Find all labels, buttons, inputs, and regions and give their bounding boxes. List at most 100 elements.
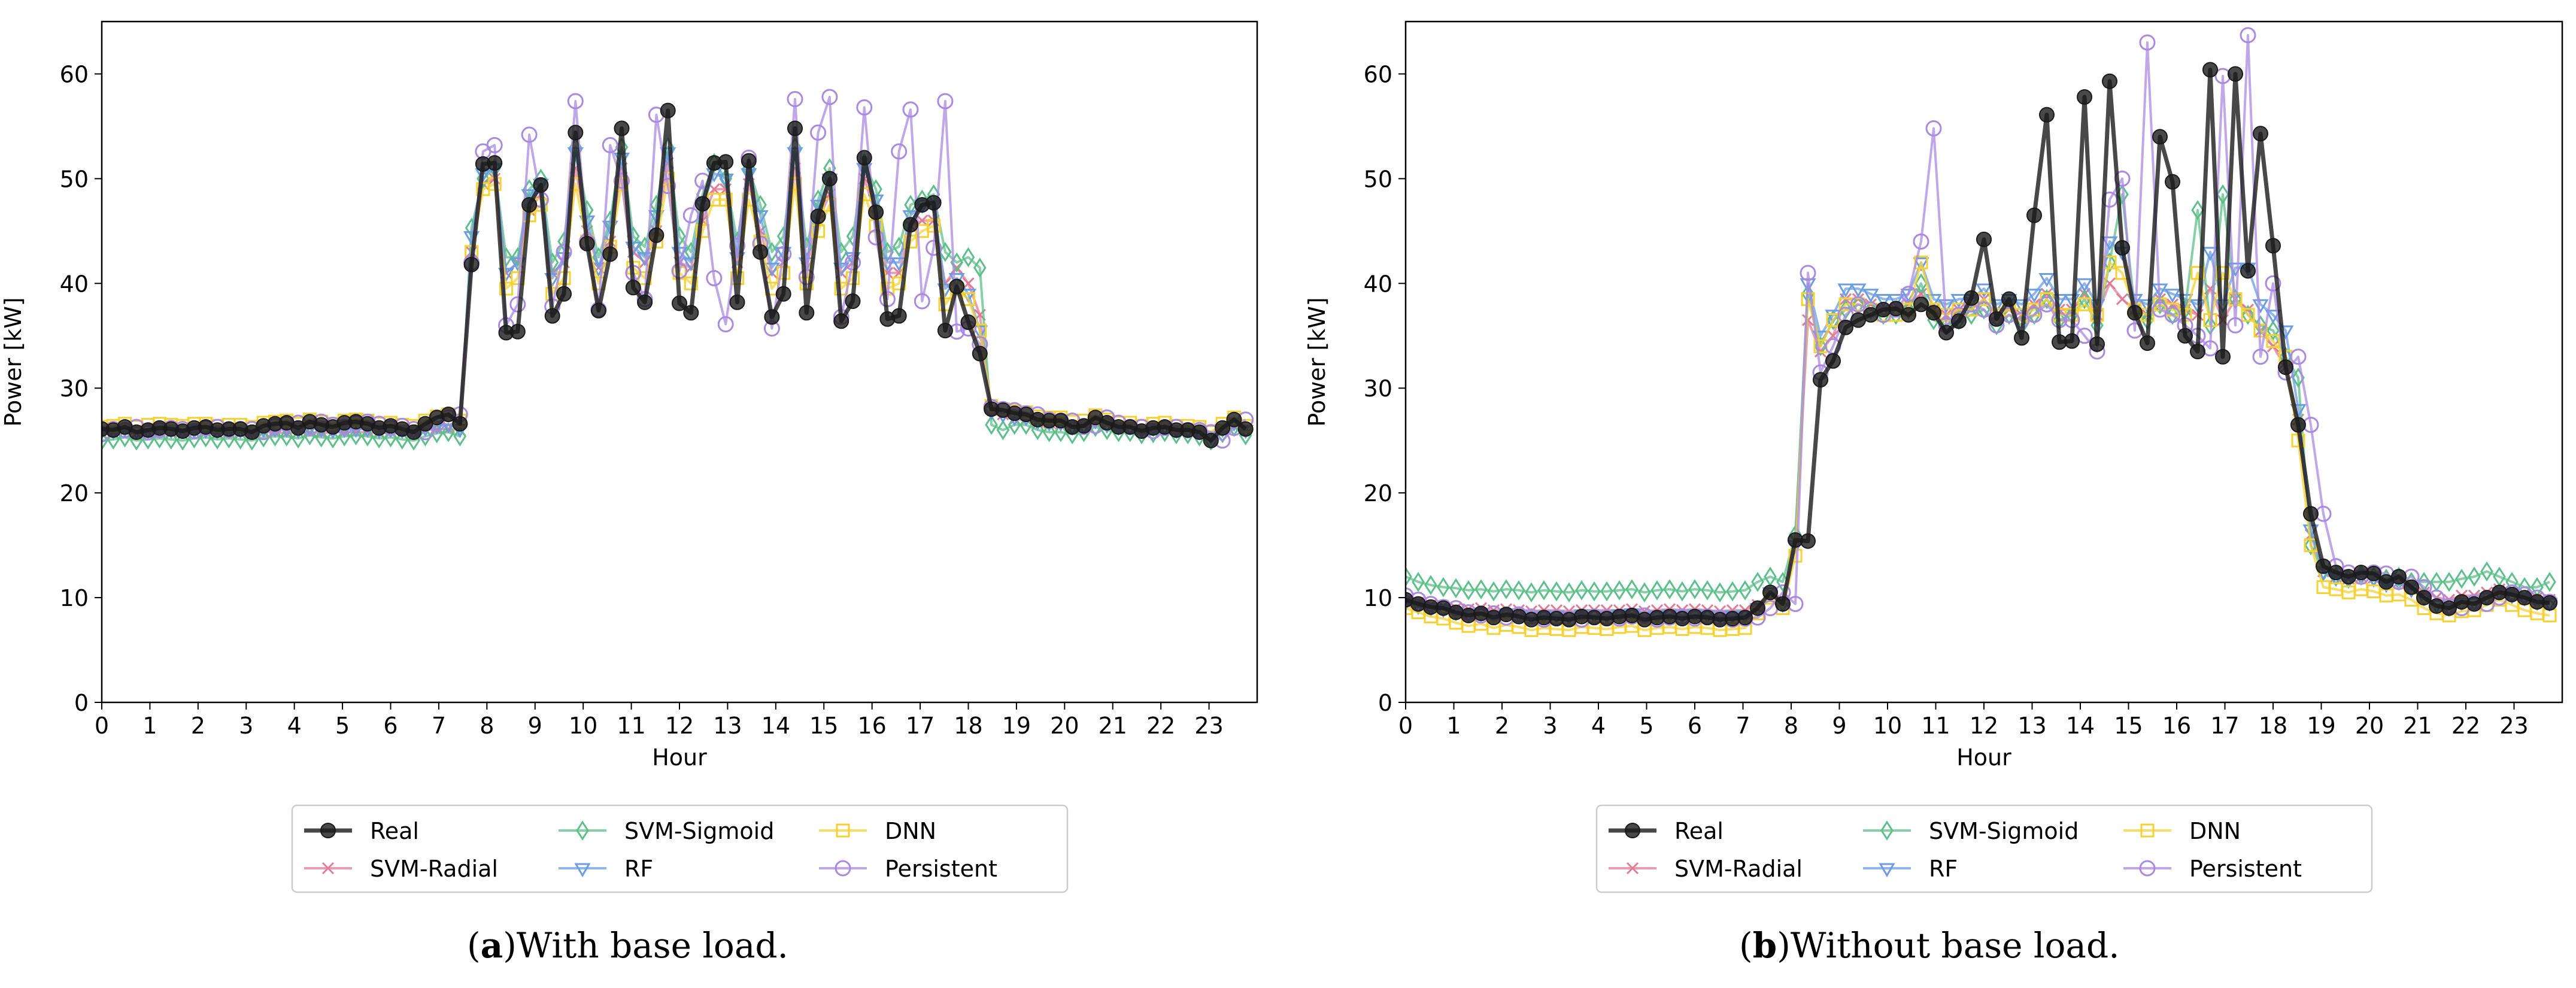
data-point-svm-sigmoid: [372, 428, 386, 448]
data-point-rf: [2076, 278, 2093, 293]
data-point-real: [533, 177, 549, 193]
data-point-dnn: [2216, 266, 2230, 280]
data-point-svm-sigmoid: [361, 426, 374, 447]
data-point-real: [1215, 420, 1231, 436]
data-point-svm-sigmoid: [292, 428, 305, 448]
data-point-svm-sigmoid: [2455, 568, 2468, 589]
plot-frame: [1404, 20, 2563, 704]
data-point-persistent: [902, 101, 919, 118]
data-point-real: [2253, 126, 2268, 142]
data-point-persistent: [891, 143, 908, 160]
data-point-real: [2177, 328, 2193, 344]
data-point-rf: [1875, 294, 1892, 308]
x-tick-label: 2: [191, 713, 205, 739]
legend-marker-persistent: [2139, 860, 2156, 877]
data-point-real: [1888, 301, 1904, 317]
x-tick-label: 18: [2259, 713, 2287, 739]
x-tick-label: 10: [1873, 713, 1902, 739]
data-point-real: [2202, 62, 2218, 78]
y-tick-label: 0: [1378, 690, 1392, 716]
data-point-persistent: [2227, 317, 2244, 334]
caption-a: (a)With base load.: [467, 925, 788, 966]
data-point-real: [903, 217, 918, 233]
y-axis-label: Power [kW]: [0, 297, 26, 426]
data-point-real: [1237, 421, 1254, 437]
data-point-svm-sigmoid: [2040, 289, 2053, 310]
data-point-real: [2429, 598, 2444, 614]
legend-label-real: Real: [1674, 818, 1724, 844]
data-point-persistent: [845, 254, 861, 271]
data-point-real: [452, 416, 468, 432]
data-point-svm-sigmoid: [303, 425, 317, 445]
series-persistent: [1406, 27, 2558, 628]
data-point-svm-sigmoid: [2443, 572, 2456, 592]
data-point-real: [2089, 336, 2105, 352]
data-point-svm-sigmoid: [939, 242, 952, 262]
data-point-svm-sigmoid: [102, 430, 108, 451]
data-point-svm-sigmoid: [1600, 581, 1613, 602]
data-point-real: [1926, 305, 1941, 321]
data-point-svm-sigmoid: [961, 247, 975, 268]
data-point-svm-sigmoid: [2216, 184, 2229, 205]
data-point-svm-sigmoid: [1701, 580, 1714, 601]
data-point-real: [463, 256, 480, 272]
x-tick-label: 19: [2307, 713, 2335, 739]
data-point-persistent: [2139, 34, 2156, 51]
legend-marker-rf: [1879, 863, 1895, 877]
x-tick-label: 1: [142, 713, 157, 739]
x-tick-label: 10: [569, 713, 597, 739]
data-point-real: [753, 244, 769, 260]
series-line-svm-radial: [1406, 282, 2550, 613]
data-point-svm-sigmoid: [1406, 566, 1412, 587]
data-point-real: [2165, 174, 2180, 190]
data-point-persistent: [1925, 120, 1942, 137]
data-point-svm-sigmoid: [1020, 414, 1033, 435]
data-point-real: [787, 120, 803, 137]
data-point-svm-sigmoid: [1625, 579, 1639, 599]
caption-b-text: Without base load.: [1790, 925, 2120, 966]
data-point-svm-sigmoid: [165, 429, 178, 450]
data-point-real: [1662, 608, 1677, 625]
data-point-real: [2441, 600, 2457, 616]
data-point-real: [2265, 238, 2281, 254]
data-point-real: [509, 323, 526, 340]
data-point-real: [2278, 359, 2293, 375]
data-point-real: [891, 308, 907, 324]
x-tick-label: 11: [1921, 713, 1950, 739]
data-point-svm-sigmoid: [442, 422, 455, 443]
data-point-real: [441, 406, 456, 422]
data-point-real: [2001, 291, 2017, 307]
data-point-dnn: [2190, 266, 2205, 280]
data-point-svm-sigmoid: [1449, 578, 1463, 599]
chart-with-base-load: 0 1 2 3 4 5 6 7 8 9 10 11 12 13 14 15 16 17 18 19 20 21 22 2301…: [0, 20, 1258, 893]
data-point-real: [729, 294, 745, 310]
data-point-persistent: [682, 207, 699, 224]
data-point-real: [741, 153, 757, 169]
x-tick-label: 22: [1146, 713, 1175, 739]
x-tick-label: 6: [383, 713, 398, 739]
data-point-svm-sigmoid: [1474, 579, 1488, 599]
x-tick-label: 8: [1784, 713, 1798, 739]
y-tick-label: 50: [60, 166, 89, 192]
data-point-real: [1825, 353, 1841, 369]
data-point-rf: [1913, 257, 1929, 272]
data-point-svm-sigmoid: [1713, 582, 1727, 603]
data-point-svm-sigmoid: [996, 420, 1010, 440]
data-point-svm-sigmoid: [187, 428, 201, 448]
data-point-real: [2391, 569, 2407, 585]
data-point-svm-sigmoid: [1965, 305, 1978, 325]
data-point-real: [2152, 129, 2168, 145]
x-tick-label: 6: [1688, 713, 1702, 739]
data-point-real: [926, 195, 942, 211]
data-point-svm-sigmoid: [1042, 422, 1056, 443]
data-point-persistent: [810, 124, 827, 141]
x-tick-label: 0: [95, 713, 109, 739]
data-point-real: [2026, 207, 2042, 223]
data-point-persistent: [556, 244, 572, 260]
data-point-persistent: [775, 246, 792, 262]
data-point-rf: [1938, 299, 1955, 314]
data-point-svm-sigmoid: [1588, 581, 1601, 602]
legend-label-svm-sigmoid: SVM-Sigmoid: [1929, 818, 2079, 844]
data-point-real: [2114, 240, 2130, 256]
legend-label-rf: RF: [624, 856, 653, 882]
